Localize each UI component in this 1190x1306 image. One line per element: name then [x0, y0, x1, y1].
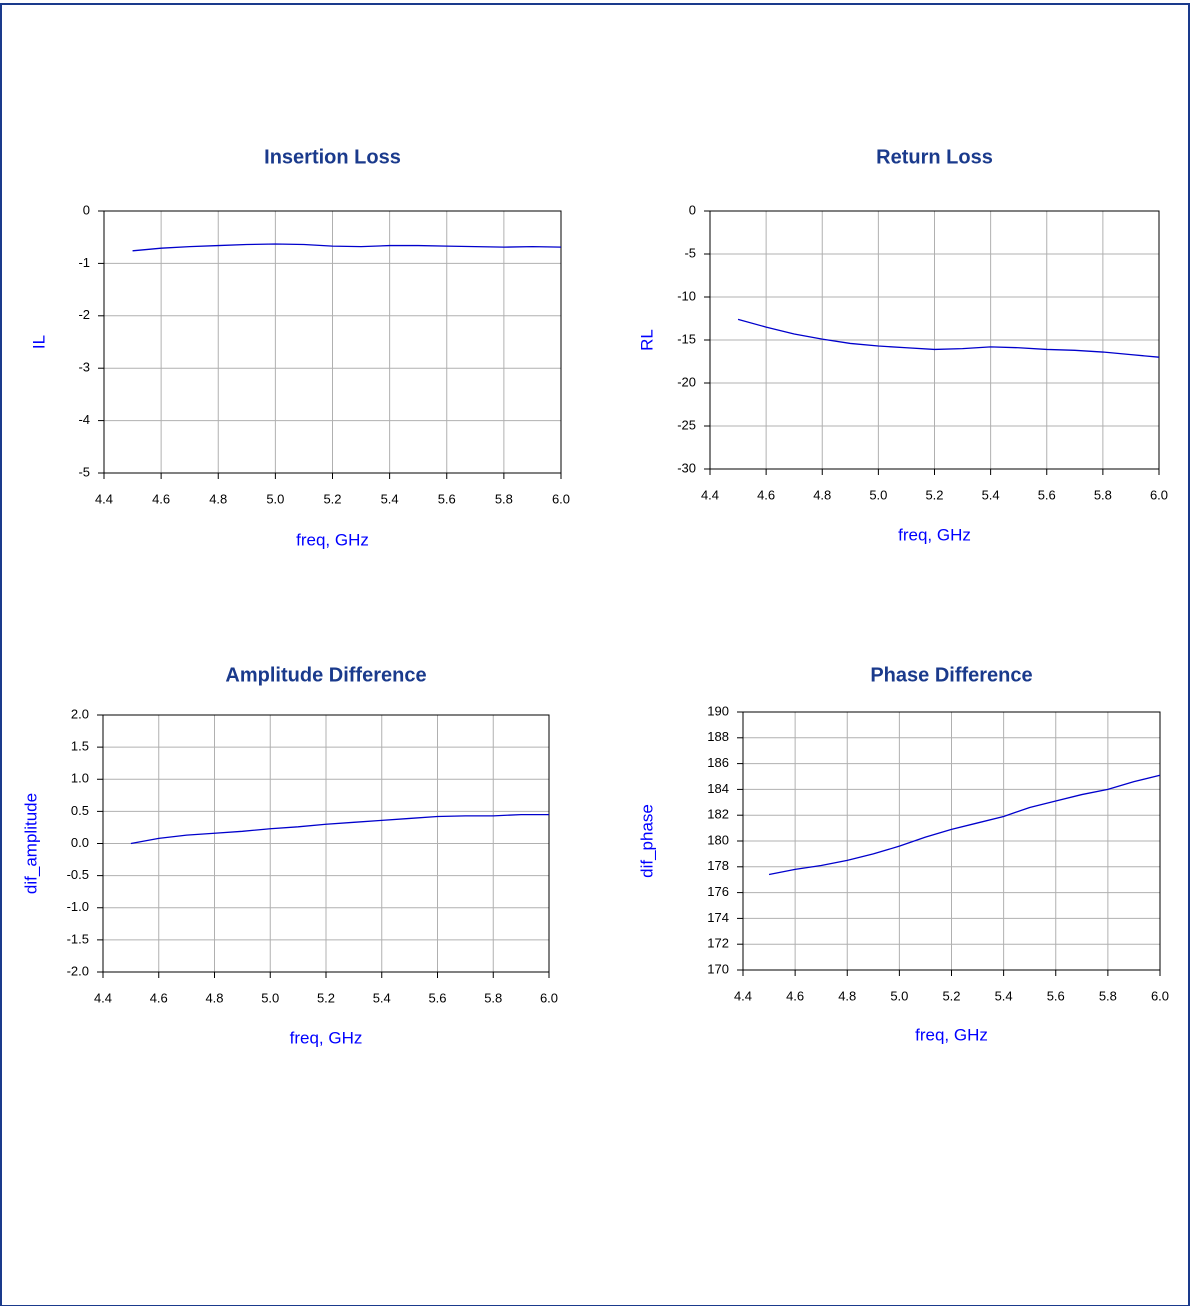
x-tick-label: 4.4 [95, 491, 113, 506]
y-tick-label: -15 [677, 331, 696, 346]
x-tick-label: 5.6 [428, 990, 446, 1005]
x-tick-label: 4.8 [205, 990, 223, 1005]
x-tick-label: 4.8 [813, 487, 831, 502]
y-tick-label: -0.5 [67, 867, 89, 882]
x-tick-label: 4.8 [838, 988, 856, 1003]
y-tick-label: 1.0 [71, 771, 89, 786]
y-tick-label: 170 [707, 961, 729, 976]
y-axis-label: dif_amplitude [21, 793, 40, 894]
x-tick-label: 5.0 [869, 487, 887, 502]
y-tick-label: -1 [78, 255, 90, 270]
x-tick-label: 6.0 [552, 491, 570, 506]
x-tick-label: 4.4 [94, 990, 112, 1005]
x-tick-label: 5.2 [323, 491, 341, 506]
y-tick-label: 180 [707, 832, 729, 847]
y-tick-label: 184 [707, 781, 729, 796]
y-tick-label: 172 [707, 936, 729, 951]
x-tick-label: 4.6 [757, 487, 775, 502]
x-tick-label: 5.4 [373, 990, 391, 1005]
chart-title: Insertion Loss [264, 146, 401, 168]
y-axis-label: RL [637, 329, 656, 351]
x-tick-label: 5.0 [890, 988, 908, 1003]
y-axis-label: IL [29, 335, 48, 349]
x-tick-label: 5.6 [1047, 988, 1065, 1003]
x-axis-label: freq, GHz [898, 525, 971, 544]
y-tick-label: -2.0 [67, 963, 89, 978]
data-line [130, 813, 549, 845]
x-tick-label: 6.0 [1150, 487, 1168, 502]
x-tick-label: 5.2 [942, 988, 960, 1003]
x-tick-label: 4.4 [734, 988, 752, 1003]
y-tick-label: -1.5 [67, 931, 89, 946]
y-tick-label: 0 [689, 202, 696, 217]
y-tick-label: 186 [707, 755, 729, 770]
y-tick-label: -10 [677, 288, 696, 303]
plot-frame [742, 711, 1161, 971]
chart-title: Amplitude Difference [225, 664, 426, 686]
y-tick-label: 174 [707, 910, 729, 925]
y-tick-label: -25 [677, 417, 696, 432]
chart-title: Phase Difference [870, 664, 1032, 686]
x-tick-label: 4.6 [786, 988, 804, 1003]
y-tick-label: 0 [83, 202, 90, 217]
y-tick-label: 2.0 [71, 706, 89, 721]
plot-frame [709, 210, 1160, 470]
x-tick-label: 5.0 [261, 990, 279, 1005]
x-tick-label: 5.2 [317, 990, 335, 1005]
y-tick-label: 0.0 [71, 835, 89, 850]
plot-frame [102, 714, 550, 973]
x-tick-label: 4.4 [701, 487, 719, 502]
chart-title: Return Loss [876, 146, 993, 168]
y-tick-label: -1.0 [67, 899, 89, 914]
x-axis-label: freq, GHz [915, 1025, 988, 1044]
y-tick-label: 1.5 [71, 739, 89, 754]
x-tick-label: 6.0 [540, 990, 558, 1005]
y-tick-label: -4 [78, 412, 90, 427]
x-tick-label: 4.8 [209, 491, 227, 506]
x-tick-label: 5.6 [438, 491, 456, 506]
y-tick-label: 0.5 [71, 803, 89, 818]
x-tick-label: 5.2 [925, 487, 943, 502]
y-axis-label: dif_phase [637, 804, 656, 878]
x-tick-label: 5.8 [484, 990, 502, 1005]
y-tick-label: -5 [684, 245, 696, 260]
x-tick-label: 4.6 [152, 491, 170, 506]
x-tick-label: 6.0 [1151, 988, 1169, 1003]
y-tick-label: 176 [707, 884, 729, 899]
y-tick-label: -30 [677, 460, 696, 475]
x-tick-label: 5.8 [1099, 988, 1117, 1003]
y-tick-label: 182 [707, 807, 729, 822]
x-tick-label: 5.0 [266, 491, 284, 506]
frame [0, 3, 1190, 1306]
x-tick-label: 4.6 [150, 990, 168, 1005]
y-tick-label: 188 [707, 729, 729, 744]
x-tick-label: 5.4 [381, 491, 399, 506]
y-tick-label: -2 [78, 307, 90, 322]
x-axis-label: freq, GHz [290, 1028, 363, 1047]
x-tick-label: 5.4 [995, 988, 1013, 1003]
x-tick-label: 5.6 [1038, 487, 1056, 502]
y-tick-label: 178 [707, 858, 729, 873]
y-tick-label: -3 [78, 360, 90, 375]
y-tick-label: -5 [78, 464, 90, 479]
plot-frame [103, 210, 562, 474]
data-line [737, 318, 1160, 358]
y-tick-label: 190 [707, 703, 729, 718]
data-line [768, 774, 1161, 876]
x-tick-label: 5.8 [495, 491, 513, 506]
x-axis-label: freq, GHz [296, 530, 369, 549]
x-tick-label: 5.4 [982, 487, 1000, 502]
y-tick-label: -20 [677, 374, 696, 389]
data-line [132, 243, 562, 252]
x-tick-label: 5.8 [1094, 487, 1112, 502]
